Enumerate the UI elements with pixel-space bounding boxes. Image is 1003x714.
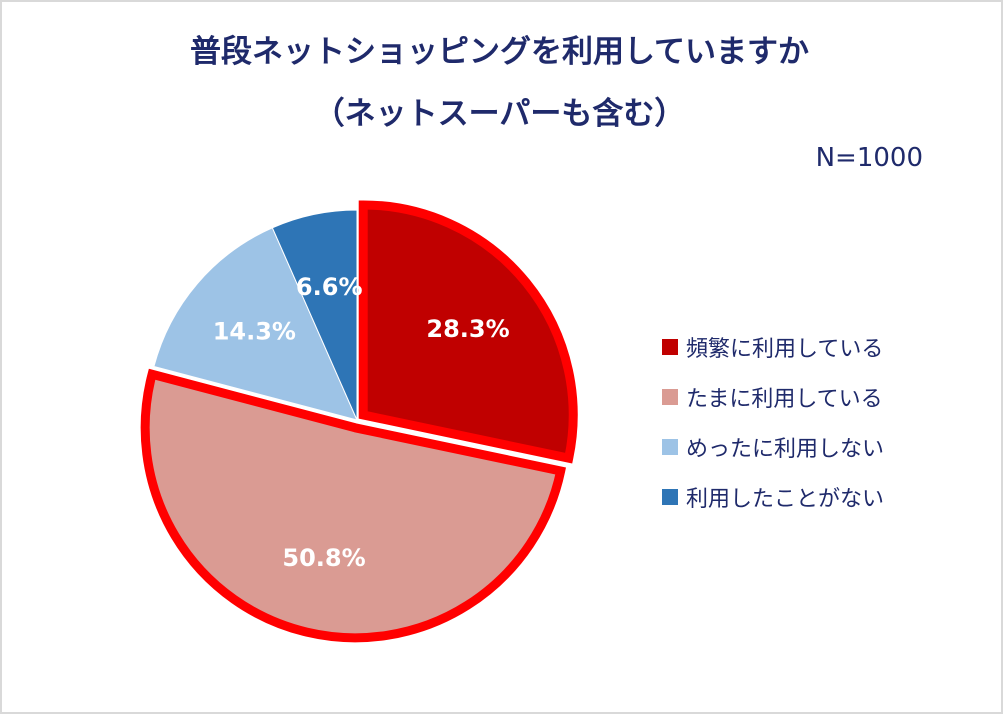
highlight-outline — [358, 200, 578, 464]
slice-data-label: 6.6% — [296, 273, 363, 301]
slice-data-label: 28.3% — [426, 315, 509, 343]
slice-data-label: 14.3% — [213, 317, 296, 345]
pie-slice — [153, 227, 358, 421]
chart-legend: 頻繁に利用している たまに利用している めったに利用しない 利用したことがない — [662, 322, 982, 522]
legend-item: 利用したことがない — [662, 472, 982, 522]
legend-swatch — [662, 439, 678, 455]
slice-data-label: 50.8% — [282, 544, 365, 572]
legend-label: めったに利用しない — [686, 437, 885, 462]
legend-item: 頻繁に利用している — [662, 322, 982, 372]
legend-swatch — [662, 339, 678, 355]
legend-label: たまに利用している — [686, 387, 883, 412]
pie-slice — [271, 209, 358, 421]
sample-size-note: N=1000 — [815, 143, 923, 173]
highlight-outline — [140, 368, 566, 643]
chart-subtitle: （ネットスーパーも含む） — [313, 96, 686, 132]
chart-title: 普段ネットショッピングを利用していますか — [189, 34, 810, 70]
legend-label: 利用したことがない — [686, 487, 885, 512]
legend-item: たまに利用している — [662, 372, 982, 422]
legend-swatch — [662, 389, 678, 405]
legend-item: めったに利用しない — [662, 422, 982, 472]
legend-swatch — [662, 489, 678, 505]
legend-label: 頻繁に利用している — [686, 337, 884, 362]
